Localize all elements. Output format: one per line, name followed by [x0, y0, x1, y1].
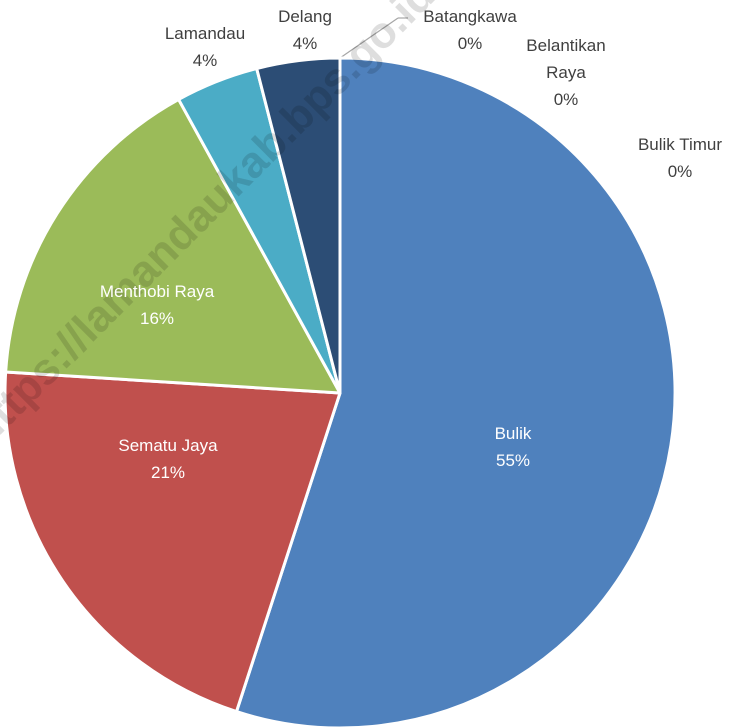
slice-label: Bulik 55%: [453, 420, 573, 474]
category-label: Menthobi Raya: [99, 282, 215, 301]
category-label: Batangkawa: [423, 7, 517, 26]
slice-label: Belantikan Raya 0%: [511, 32, 621, 113]
value-label: 16%: [139, 309, 175, 328]
slice-label: Batangkawa 0%: [405, 3, 535, 57]
value-label: 4%: [292, 34, 318, 53]
value-label: 0%: [457, 34, 483, 53]
value-label: 0%: [553, 90, 579, 109]
pie-slice: [4, 97, 342, 395]
value-label: 55%: [495, 451, 531, 470]
pie-slice: [3, 370, 342, 714]
category-label: Sematu Jaya: [118, 436, 218, 455]
category-label: Bulik: [494, 424, 532, 443]
value-label: 21%: [150, 463, 186, 482]
value-label: 4%: [192, 51, 218, 70]
slice-label: Sematu Jaya 21%: [88, 432, 248, 486]
slice-label: Bulik Timur 0%: [620, 131, 740, 185]
value-label: 0%: [667, 162, 693, 181]
category-label: Bulik Timur: [637, 135, 723, 154]
category-label: Belantikan Raya: [526, 36, 606, 82]
category-label: Delang: [278, 7, 332, 26]
slice-label: Lamandau 4%: [145, 20, 265, 74]
category-label: Lamandau: [164, 24, 246, 43]
leader-line: [339, 17, 399, 59]
slice-label: Menthobi Raya 16%: [67, 278, 247, 332]
pie-slice: [234, 56, 677, 728]
slice-label: Delang 4%: [255, 3, 355, 57]
